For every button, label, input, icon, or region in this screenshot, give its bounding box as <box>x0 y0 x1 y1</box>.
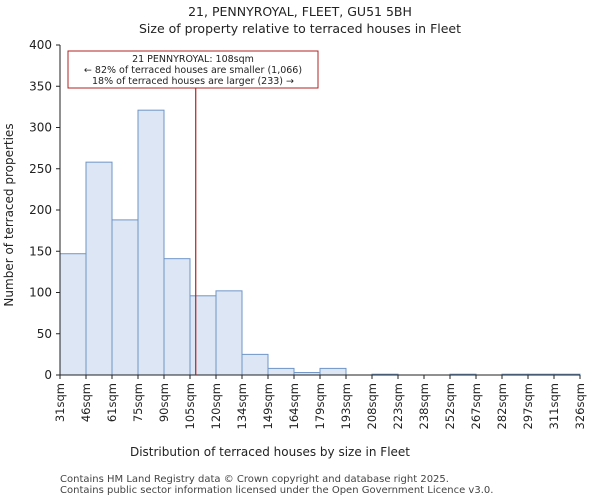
histogram-bar-134sqm <box>241 353 269 376</box>
x-tick-label-134sqm: 134sqm <box>235 383 249 429</box>
histogram-bar-31sqm <box>59 253 87 376</box>
histogram-bar-61sqm <box>111 219 139 376</box>
y-axis-label: Number of terraced properties <box>2 123 16 306</box>
annotation-border <box>67 50 319 89</box>
annotation-line-1: 21 PENNYROYAL: 108sqm <box>132 54 254 65</box>
x-tick-label-46sqm: 46sqm <box>79 383 93 422</box>
y-tick-label: 250 <box>29 162 52 176</box>
x-tick-label-61sqm: 61sqm <box>105 383 119 422</box>
histogram-bar-179sqm <box>319 367 347 376</box>
x-tick-label-252sqm: 252sqm <box>443 383 457 429</box>
histogram-bar-120sqm <box>215 290 243 376</box>
x-tick-label-326sqm: 326sqm <box>573 383 587 429</box>
x-tick-label-149sqm: 149sqm <box>261 383 275 429</box>
x-tick-label-311sqm: 311sqm <box>547 383 561 429</box>
x-tick-label-193sqm: 193sqm <box>339 383 353 429</box>
x-tick-label-282sqm: 282sqm <box>495 383 509 429</box>
footer-line-2: Contains public sector information licen… <box>60 485 494 496</box>
histogram-bar-46sqm <box>85 161 113 376</box>
y-tick-label: 300 <box>29 121 52 135</box>
chart-title: 21, PENNYROYAL, FLEET, GU51 5BH <box>188 4 412 19</box>
y-tick-label: 350 <box>29 79 52 93</box>
x-tick-label-31sqm: 31sqm <box>53 383 67 422</box>
histogram-bar-75sqm <box>137 109 165 376</box>
x-tick-label-179sqm: 179sqm <box>313 383 327 429</box>
annotation-box: 21 PENNYROYAL: 108sqm ← 82% of terraced … <box>67 50 319 89</box>
chart-subtitle: Size of property relative to terraced ho… <box>138 21 462 36</box>
histogram-bar-105sqm <box>189 295 217 376</box>
y-tick-label: 400 <box>29 38 52 52</box>
x-tick-label-238sqm: 238sqm <box>417 383 431 429</box>
x-tick-label-208sqm: 208sqm <box>365 383 379 429</box>
x-tick-label-297sqm: 297sqm <box>521 383 535 429</box>
y-tick-label: 50 <box>37 327 52 341</box>
x-tick-label-75sqm: 75sqm <box>131 383 145 422</box>
axes-group: 0 50 100 150 200 250 300 350 400 31sqm 46sqm 61sqm 7… <box>29 38 587 429</box>
y-tick-label: 150 <box>29 244 52 258</box>
histogram-bar-149sqm <box>267 367 295 376</box>
y-tick-label: 100 <box>29 286 52 300</box>
x-tick-label-223sqm: 223sqm <box>391 383 405 429</box>
x-tick-label-267sqm: 267sqm <box>469 383 483 429</box>
histogram-chart: 0 50 100 150 200 250 300 350 400 31sqm 46sqm 61sqm 7… <box>2 38 587 459</box>
x-tick-label-120sqm: 120sqm <box>209 383 223 429</box>
footer-line-1: Contains HM Land Registry data © Crown c… <box>60 474 449 485</box>
y-tick-label: 200 <box>29 203 52 217</box>
annotation-line-3: 18% of terraced houses are larger (233) … <box>92 76 294 87</box>
annotation-line-2: ← 82% of terraced houses are smaller (1,… <box>84 65 302 76</box>
histogram-bar-90sqm <box>163 258 191 376</box>
x-axis-label: Distribution of terraced houses by size … <box>130 445 410 459</box>
bars-group <box>59 109 581 376</box>
x-tick-label-164sqm: 164sqm <box>287 383 301 429</box>
x-tick-label-90sqm: 90sqm <box>157 383 171 422</box>
y-tick-label: 0 <box>44 368 52 382</box>
x-tick-label-105sqm: 105sqm <box>183 383 197 429</box>
